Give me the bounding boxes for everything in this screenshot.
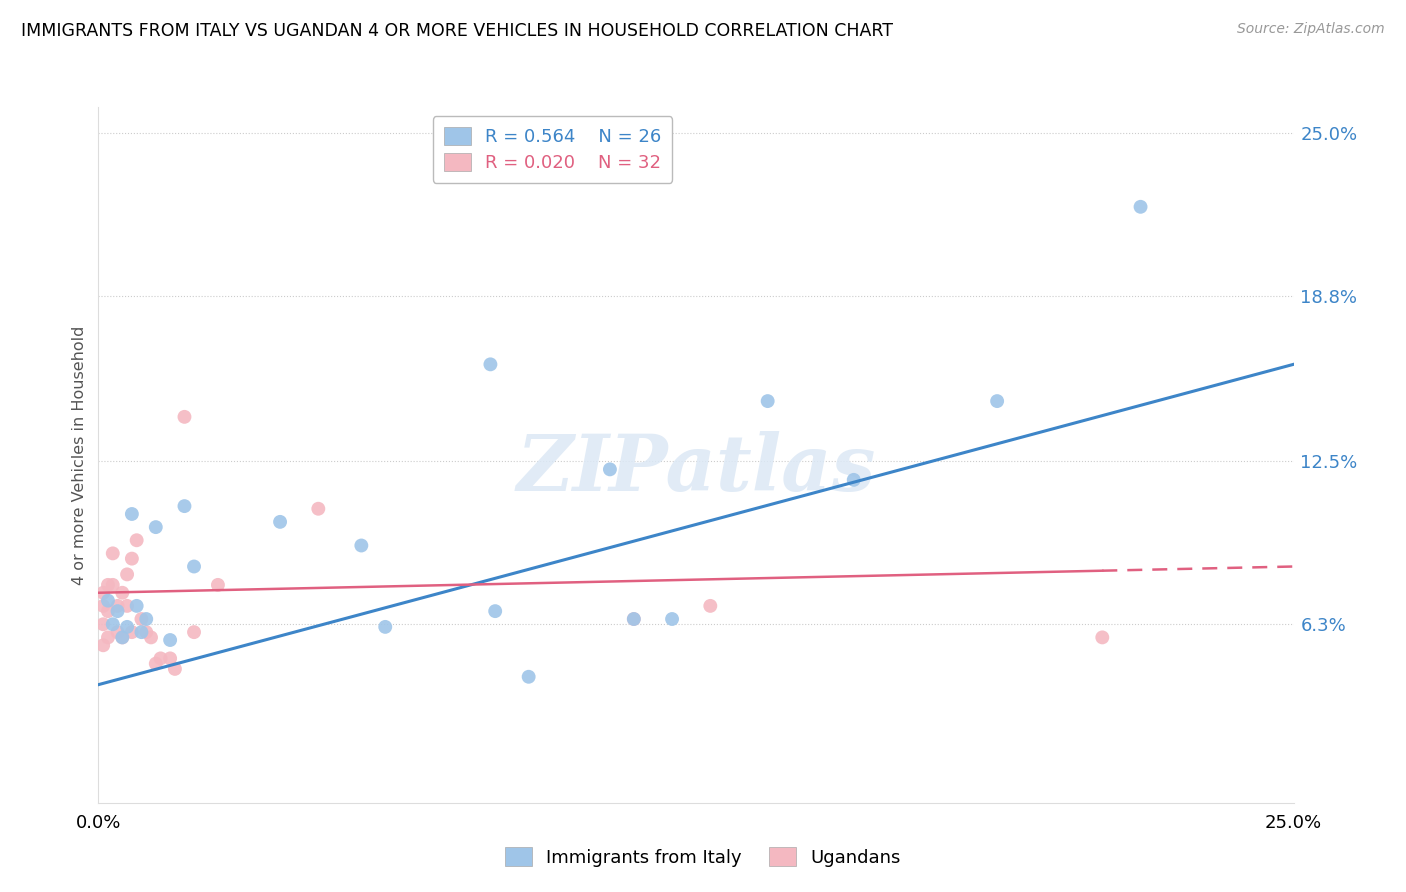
Point — [173, 409, 195, 424]
Point — [307, 501, 329, 516]
Point — [661, 612, 683, 626]
Point — [121, 507, 143, 521]
Point — [115, 620, 138, 634]
Point — [121, 551, 143, 566]
Point — [111, 586, 134, 600]
Point — [183, 625, 205, 640]
Text: Source: ZipAtlas.com: Source: ZipAtlas.com — [1237, 22, 1385, 37]
Point — [159, 633, 181, 648]
Point — [173, 499, 195, 513]
Point — [517, 670, 540, 684]
Point — [91, 638, 114, 652]
Point — [599, 462, 621, 476]
Point — [97, 578, 120, 592]
Point — [111, 631, 134, 645]
Legend: R = 0.564    N = 26, R = 0.020    N = 32: R = 0.564 N = 26, R = 0.020 N = 32 — [433, 116, 672, 183]
Point — [139, 631, 162, 645]
Point — [107, 599, 129, 613]
Point — [207, 578, 229, 592]
Point — [484, 604, 506, 618]
Legend: Immigrants from Italy, Ugandans: Immigrants from Italy, Ugandans — [498, 840, 908, 874]
Point — [135, 625, 157, 640]
Point — [374, 620, 396, 634]
Point — [115, 599, 138, 613]
Point — [91, 617, 114, 632]
Text: ZIPatlas: ZIPatlas — [516, 431, 876, 507]
Point — [101, 546, 124, 560]
Point — [121, 625, 143, 640]
Point — [91, 599, 114, 613]
Point — [97, 604, 120, 618]
Point — [101, 578, 124, 592]
Y-axis label: 4 or more Vehicles in Household: 4 or more Vehicles in Household — [72, 326, 87, 584]
Point — [623, 612, 645, 626]
Point — [842, 473, 865, 487]
Point — [125, 533, 148, 548]
Point — [107, 604, 129, 618]
Point — [479, 357, 502, 371]
Point — [623, 612, 645, 626]
Point — [101, 617, 124, 632]
Point — [111, 631, 134, 645]
Point — [986, 394, 1008, 409]
Point — [149, 651, 172, 665]
Point — [163, 662, 186, 676]
Point — [97, 631, 120, 645]
Point — [145, 520, 167, 534]
Point — [107, 625, 129, 640]
Point — [91, 586, 114, 600]
Point — [269, 515, 291, 529]
Point — [159, 651, 181, 665]
Point — [145, 657, 167, 671]
Point — [1129, 200, 1152, 214]
Point — [1091, 631, 1114, 645]
Point — [131, 612, 153, 626]
Point — [131, 625, 153, 640]
Point — [183, 559, 205, 574]
Point — [135, 612, 157, 626]
Point — [115, 567, 138, 582]
Point — [350, 539, 373, 553]
Point — [97, 593, 120, 607]
Text: IMMIGRANTS FROM ITALY VS UGANDAN 4 OR MORE VEHICLES IN HOUSEHOLD CORRELATION CHA: IMMIGRANTS FROM ITALY VS UGANDAN 4 OR MO… — [21, 22, 893, 40]
Point — [756, 394, 779, 409]
Point — [125, 599, 148, 613]
Point — [699, 599, 721, 613]
